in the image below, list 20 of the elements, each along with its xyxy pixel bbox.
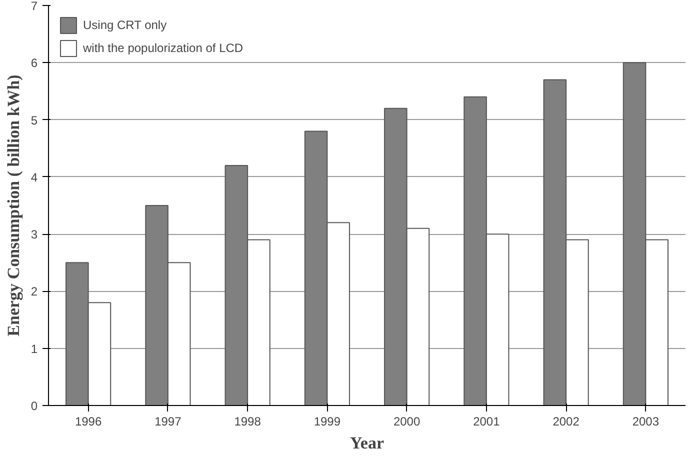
x-tick-label: 2002 bbox=[552, 414, 580, 428]
legend-label: with the populorization of LCD bbox=[83, 41, 244, 55]
x-tick-label: 2001 bbox=[473, 414, 500, 428]
y-tick-label: 3 bbox=[30, 228, 38, 242]
x-axis-title: Year bbox=[350, 434, 384, 452]
x-tick-label: 2003 bbox=[632, 414, 660, 428]
x-tick-label: 2000 bbox=[393, 414, 420, 428]
y-axis-title: Energy Consumption ( billion kWh) bbox=[4, 74, 23, 336]
x-tick-label: 1996 bbox=[74, 414, 102, 428]
y-tick-label: 5 bbox=[30, 113, 38, 128]
legend-label: Using CRT only bbox=[83, 18, 167, 32]
y-tick-label: 0 bbox=[30, 399, 38, 413]
y-tick-label: 7 bbox=[30, 0, 38, 13]
y-tick-label: 4 bbox=[30, 170, 38, 184]
y-tick-label: 6 bbox=[30, 56, 38, 70]
x-tick-label: 1999 bbox=[314, 414, 341, 428]
y-tick-label: 1 bbox=[30, 342, 38, 356]
y-tick-label: 2 bbox=[30, 284, 38, 299]
x-tick-label: 1998 bbox=[234, 414, 262, 428]
x-tick-label: 1997 bbox=[154, 414, 182, 428]
